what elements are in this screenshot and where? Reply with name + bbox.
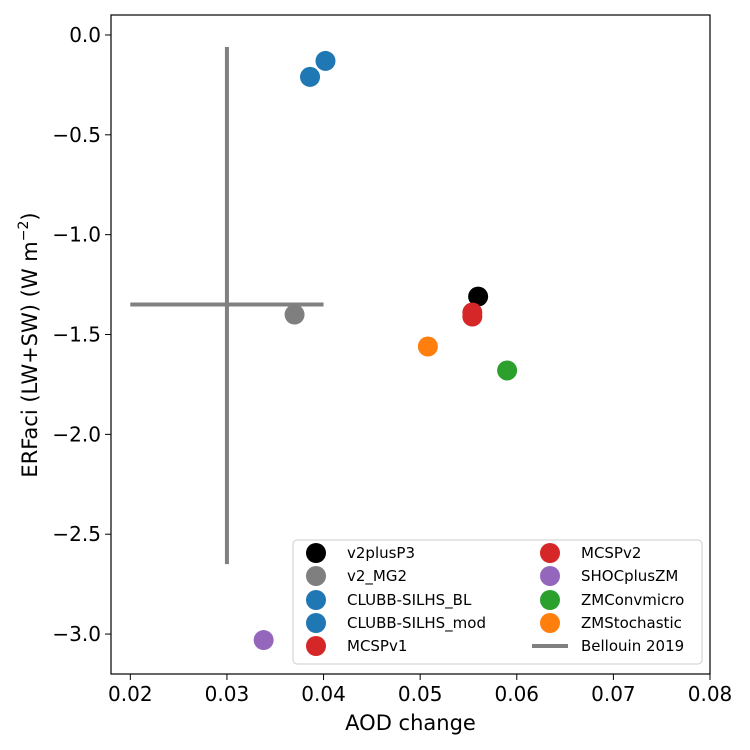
legend-marker-clubb-silhs-bl	[306, 590, 326, 610]
legend-label-clubb-silhs-mod: CLUBB-SILHS_mod	[347, 614, 486, 633]
y-tick-label: −2.0	[52, 422, 101, 446]
legend-marker-clubb-silhs-mod	[306, 613, 326, 633]
y-axis-label-main: ERFaci (LW+SW) (W m	[18, 241, 42, 477]
x-axis-label: AOD change	[345, 711, 476, 735]
legend-label-mcspv2: MCSPv2	[581, 544, 641, 562]
point-clubb-silhs-bl	[300, 66, 321, 87]
legend-label-mcspv1: MCSPv1	[347, 637, 407, 655]
point-mcspv2	[462, 302, 483, 323]
point-clubb-silhs-mod	[315, 50, 336, 71]
legend-label-v2plusp3: v2plusP3	[347, 544, 415, 562]
y-tick-label: −1.0	[52, 223, 101, 247]
legend-marker-mcspv2	[540, 543, 560, 563]
x-axis: 0.02 0.03 0.04 0.05 0.06 0.07 0.08	[108, 674, 732, 706]
point-v2plusp3	[468, 286, 489, 307]
legend-label-shocpluszm: SHOCplusZM	[581, 567, 678, 585]
legend-marker-mcspv1	[306, 636, 326, 656]
legend-label-zmstochastic: ZMStochastic	[581, 614, 682, 632]
x-tick-label: 0.06	[495, 682, 540, 706]
x-tick-label: 0.08	[688, 682, 733, 706]
y-tick-label: −1.5	[52, 323, 101, 347]
legend-marker-v2-mg2	[306, 566, 326, 586]
legend-marker-v2plusp3	[306, 543, 326, 563]
legend-label-v2-mg2: v2_MG2	[347, 567, 407, 586]
point-v2-mg2	[284, 304, 305, 325]
point-shocpluszm	[253, 630, 274, 651]
x-tick-label: 0.07	[591, 682, 636, 706]
x-tick-label: 0.05	[398, 682, 443, 706]
point-zmconvmicro	[497, 360, 518, 381]
y-tick-label: −2.5	[52, 522, 101, 546]
x-tick-label: 0.02	[108, 682, 153, 706]
legend-frame	[292, 539, 703, 665]
y-axis-label-exponent: −2	[16, 221, 32, 242]
legend-label-clubb-silhs-bl: CLUBB-SILHS_BL	[347, 591, 472, 610]
y-tick-label: −3.0	[52, 622, 101, 646]
plot-area	[130, 46, 518, 651]
legend-label-bellouin-2019: Bellouin 2019	[581, 637, 684, 655]
legend-label-zmconvmicro: ZMConvmicro	[581, 591, 684, 609]
y-axis-label: ERFaci (LW+SW) (W m−2)	[16, 212, 42, 477]
legend-marker-shocpluszm	[540, 566, 560, 586]
legend-marker-zmconvmicro	[540, 590, 560, 610]
y-tick-label: 0.0	[69, 23, 101, 47]
point-zmstochastic	[417, 336, 438, 357]
x-tick-label: 0.04	[301, 682, 346, 706]
legend: v2plusP3 v2_MG2 CLUBB-SILHS_BL CLUBB-SILHS_…	[292, 539, 703, 665]
y-axis-label-close: )	[18, 212, 42, 220]
y-tick-label: −0.5	[52, 123, 101, 147]
y-axis: 0.0 −0.5 −1.0 −1.5 −2.0 −2.5 −3.0	[52, 23, 111, 646]
legend-marker-zmstochastic	[540, 613, 560, 633]
x-tick-label: 0.03	[205, 682, 250, 706]
axes-frame	[110, 14, 711, 675]
